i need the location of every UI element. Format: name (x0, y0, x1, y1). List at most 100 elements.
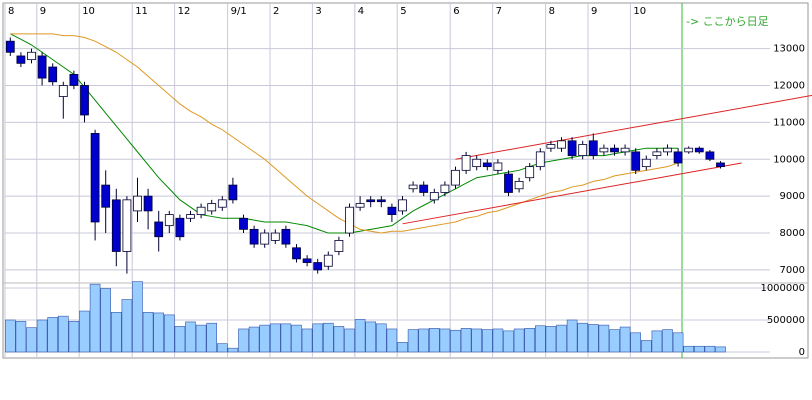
volume-bar (630, 332, 642, 353)
volume-bar (534, 325, 546, 353)
x-tick-label: 2 (273, 6, 279, 17)
volume-bar (450, 329, 461, 353)
volume-bar (15, 320, 27, 353)
volume-bar (79, 310, 90, 353)
y-tick-label: 9000 (780, 191, 805, 202)
volume-bar (153, 312, 164, 353)
volume-bar (587, 324, 599, 353)
x-tick-label: 8 (549, 6, 555, 17)
candle-body (5, 40, 15, 53)
volume-bar (26, 327, 37, 353)
volume-bar (651, 330, 663, 353)
volume-bar (503, 330, 514, 353)
candle-body (631, 151, 641, 171)
volume-bar (47, 317, 59, 353)
candle-body (366, 199, 376, 203)
volume-bar (407, 329, 419, 353)
x-tick-label: 9 (40, 6, 46, 17)
candle-body (599, 147, 609, 153)
volume-bar (619, 326, 631, 353)
x-tick-label: 10 (82, 6, 95, 17)
volume-bar (5, 319, 16, 353)
candle-body (673, 151, 683, 164)
volume-bar (672, 332, 684, 353)
volume-bar (418, 328, 430, 353)
y-tick-label: 11000 (773, 117, 805, 128)
candle-body (69, 74, 79, 86)
candle-body (80, 85, 89, 116)
candle-body (610, 147, 619, 153)
candle-body (472, 158, 482, 168)
x-tick-label: 9/1 (231, 6, 247, 17)
volume-tick-label: 500000 (767, 315, 805, 326)
candle-body (578, 144, 588, 156)
candle-body (345, 206, 354, 234)
volume-bar (683, 345, 695, 353)
volume-bar (142, 312, 154, 353)
candle-body (525, 166, 535, 179)
volume-bar (577, 322, 589, 353)
candle-body (334, 240, 344, 252)
candle-body (48, 66, 58, 83)
candle-body (196, 206, 206, 215)
candle-body (111, 199, 121, 252)
volume-tick-label: 1000000 (760, 283, 805, 294)
volume-tick-label: 0 (799, 347, 805, 358)
volume-bar (609, 329, 620, 353)
candle-body (504, 173, 513, 193)
x-tick-label: 5 (400, 6, 406, 17)
candle-body (239, 217, 248, 230)
volume-bar (640, 340, 652, 353)
volume-bar (68, 320, 80, 353)
volume-bar (481, 329, 493, 353)
volume-bar (301, 328, 313, 353)
volume-bar (259, 324, 271, 353)
candle-body (217, 199, 227, 208)
candle-body (684, 147, 694, 153)
volume-bar (344, 328, 355, 353)
volume-bar (662, 329, 673, 353)
candle-body (408, 184, 418, 190)
candle-body (228, 184, 238, 201)
candle-body (694, 147, 704, 153)
candle-body (249, 228, 259, 245)
volume-bar (333, 326, 345, 353)
candle-body (440, 184, 450, 193)
candle-body (663, 147, 672, 153)
candle-body (27, 51, 36, 61)
volume-bar (121, 299, 133, 353)
candle-body (620, 147, 630, 153)
volume-bar (354, 319, 366, 353)
volume-bar (195, 324, 207, 353)
candle-body (546, 144, 556, 149)
volume-bar (439, 328, 451, 353)
volume-bar (598, 324, 610, 353)
volume-bar (471, 328, 483, 353)
volume-bar (715, 346, 726, 353)
candle-body (461, 155, 471, 171)
x-tick-label: 10 (633, 6, 646, 17)
candle-body (133, 195, 142, 212)
candle-body (376, 199, 386, 203)
y-tick-label: 10000 (773, 154, 805, 165)
candle-body (313, 262, 323, 271)
x-tick-label: 3 (315, 6, 321, 17)
candle-body (429, 192, 439, 201)
volume-bar (280, 323, 292, 353)
volume-bar (132, 281, 143, 353)
x-tick-label: 4 (358, 6, 364, 17)
candle-body (16, 55, 26, 64)
candle-body (419, 184, 429, 193)
volume-bar (566, 319, 578, 353)
y-tick-label: 13000 (773, 44, 805, 55)
volume-bar (111, 312, 122, 353)
candle-body (387, 206, 397, 215)
candle-body (58, 85, 68, 97)
candle-body (292, 247, 301, 260)
moving-average (10, 33, 679, 234)
volume-bar (524, 328, 536, 353)
candle-body (567, 140, 577, 156)
y-tick-label: 8000 (780, 228, 805, 239)
volume-bar (704, 345, 716, 353)
